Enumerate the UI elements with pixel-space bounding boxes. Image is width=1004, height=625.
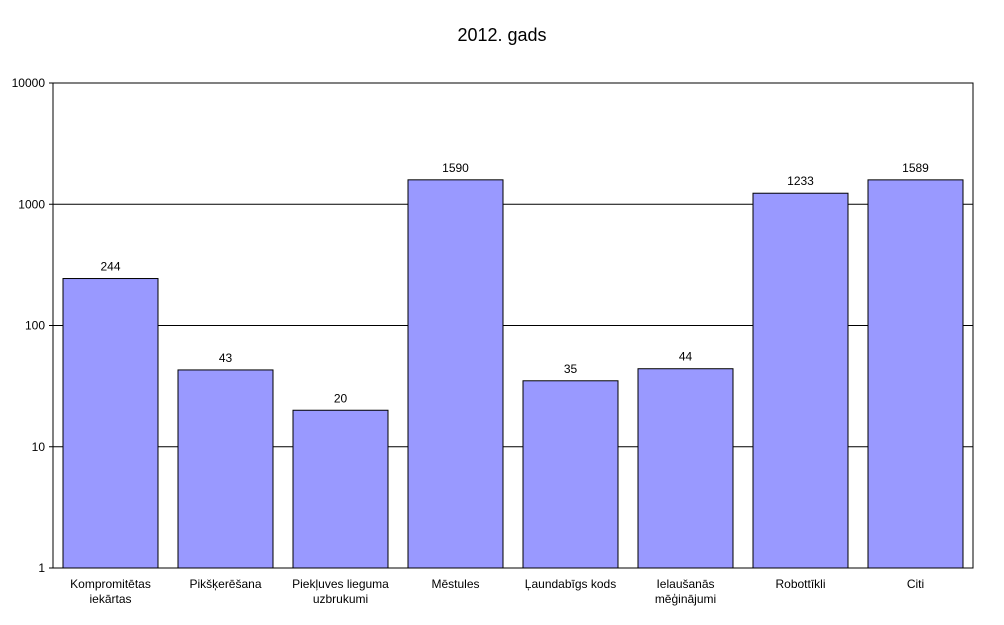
category-labels: Kompromitētas iekārtas Pikšķerēšana Piekļuv… <box>70 577 924 606</box>
data-label: 244 <box>100 260 120 274</box>
bar <box>752 192 849 569</box>
data-label: 1589 <box>902 161 929 175</box>
data-label: 35 <box>564 362 578 376</box>
x-tick-label: Piekļuves lieguma uzbrukumi <box>292 577 389 606</box>
bar <box>637 368 734 569</box>
x-tick-label-line: Kompromitētas <box>70 577 151 591</box>
data-label: 1233 <box>787 174 814 188</box>
x-tick-label-line: Citi <box>907 577 924 591</box>
y-tick-label: 10 <box>32 440 46 454</box>
x-tick-label-line: Ļaundabīgs kods <box>525 577 616 591</box>
bar <box>177 369 274 569</box>
bar <box>867 179 964 569</box>
bar <box>292 409 389 569</box>
bars <box>62 179 964 569</box>
x-tick-label: Ielaušanās mēģinājumi <box>655 577 716 606</box>
x-tick-label-line: Piekļuves lieguma <box>292 577 389 591</box>
data-label: 1590 <box>442 161 469 175</box>
y-tick-label: 10000 <box>12 76 46 90</box>
x-tick-label: Kompromitētas iekārtas <box>70 577 151 606</box>
plot-frame <box>49 82 974 569</box>
x-tick-label-line: uzbrukumi <box>313 592 368 606</box>
x-tick-label-line: Mēstules <box>431 577 479 591</box>
x-tick-label-line: Ielaušanās <box>656 577 714 591</box>
y-tick-label: 1000 <box>18 197 45 211</box>
y-axis-tick-labels: 1 10 100 1000 10000 <box>12 76 46 575</box>
x-tick-label-line: Robottīkli <box>775 577 825 591</box>
x-tick-label: Mēstules <box>431 577 479 591</box>
x-tick-label-line: iekārtas <box>89 592 131 606</box>
x-tick-label: Pikšķerēšana <box>189 577 261 591</box>
value-labels: 244 43 20 1590 35 44 1233 1589 <box>100 161 929 405</box>
bar <box>62 278 159 569</box>
y-tick-label: 1 <box>38 561 45 575</box>
x-tick-label-line: mēģinājumi <box>655 592 716 606</box>
y-tick-label: 100 <box>25 319 45 333</box>
bar <box>407 179 504 569</box>
bar <box>522 380 619 569</box>
data-label: 44 <box>679 350 693 364</box>
x-tick-label: Robottīkli <box>775 577 825 591</box>
data-label: 43 <box>219 351 233 365</box>
x-tick-label: Ļaundabīgs kods <box>525 577 616 591</box>
data-label: 20 <box>334 391 348 405</box>
x-tick-label-line: Pikšķerēšana <box>189 577 261 591</box>
chart-title: 2012. gads <box>457 25 546 45</box>
x-tick-label: Citi <box>907 577 924 591</box>
